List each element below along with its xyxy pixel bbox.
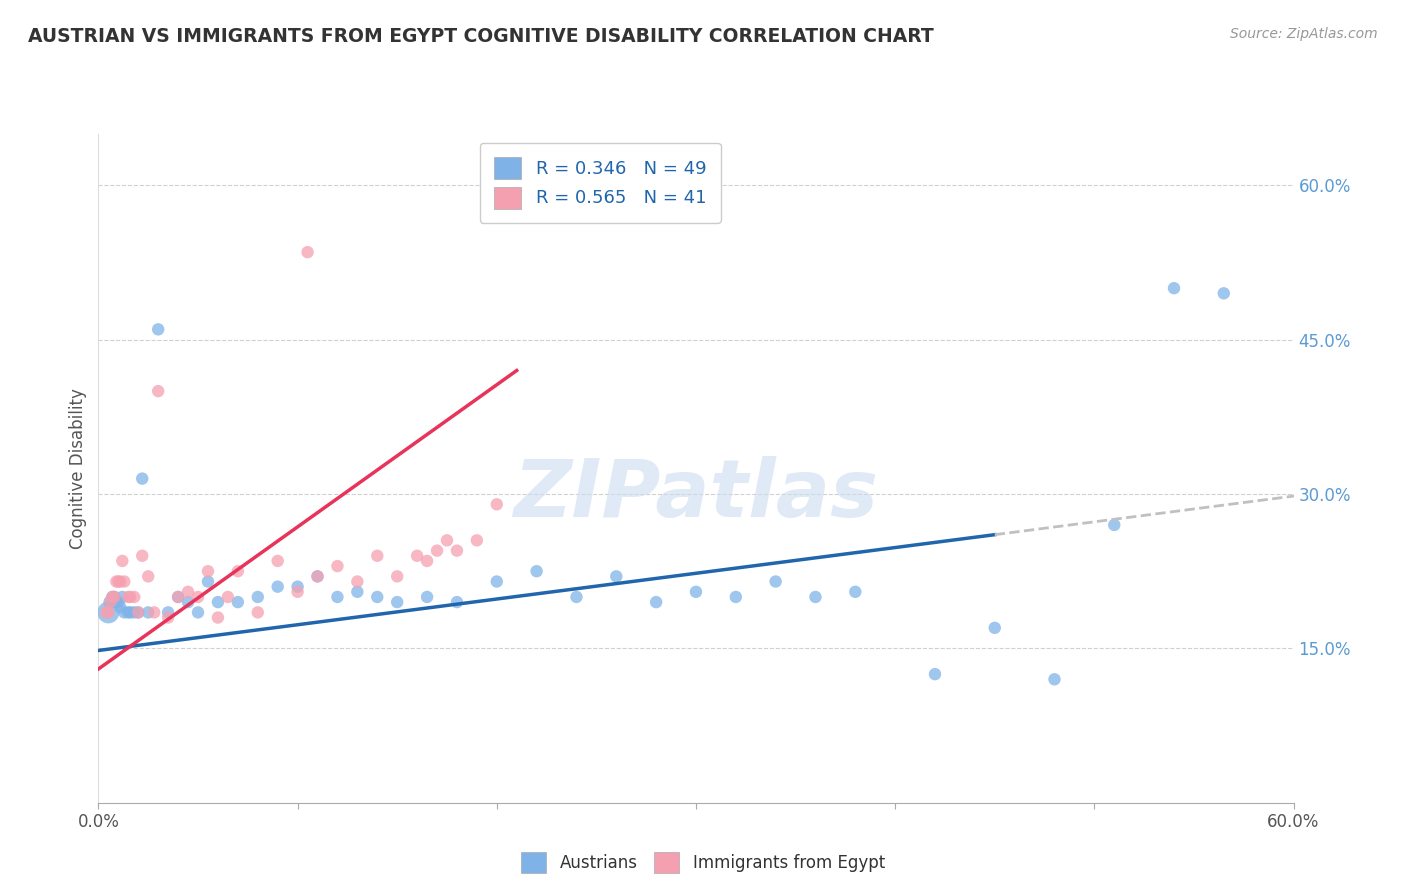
Point bbox=[148, 322, 170, 336]
Point bbox=[287, 584, 309, 599]
Point bbox=[120, 606, 142, 620]
Point bbox=[177, 584, 200, 599]
Point bbox=[217, 590, 239, 604]
Point bbox=[97, 606, 120, 620]
Point bbox=[1102, 517, 1125, 532]
Point bbox=[111, 554, 134, 568]
Point bbox=[416, 590, 439, 604]
Point bbox=[131, 549, 153, 563]
Point bbox=[124, 606, 146, 620]
Y-axis label: Cognitive Disability: Cognitive Disability bbox=[69, 388, 87, 549]
Point bbox=[177, 595, 200, 609]
Legend: R = 0.346   N = 49, R = 0.565   N = 41: R = 0.346 N = 49, R = 0.565 N = 41 bbox=[479, 143, 721, 223]
Point bbox=[226, 595, 249, 609]
Point bbox=[366, 549, 388, 563]
Point bbox=[984, 621, 1007, 635]
Point bbox=[110, 600, 132, 615]
Point bbox=[307, 569, 329, 583]
Point bbox=[385, 595, 409, 609]
Point bbox=[267, 554, 290, 568]
Point bbox=[157, 606, 180, 620]
Point bbox=[416, 554, 439, 568]
Point bbox=[1163, 281, 1185, 295]
Point bbox=[111, 590, 134, 604]
Point bbox=[124, 590, 146, 604]
Point bbox=[103, 590, 125, 604]
Point bbox=[645, 595, 668, 609]
Point bbox=[120, 590, 142, 604]
Point bbox=[287, 580, 309, 594]
Point bbox=[117, 606, 139, 620]
Point bbox=[96, 606, 118, 620]
Point bbox=[465, 533, 488, 548]
Point bbox=[207, 610, 229, 624]
Point bbox=[207, 595, 229, 609]
Legend: Austrians, Immigrants from Egypt: Austrians, Immigrants from Egypt bbox=[515, 846, 891, 880]
Point bbox=[136, 606, 159, 620]
Point bbox=[117, 590, 139, 604]
Point bbox=[143, 606, 166, 620]
Point bbox=[107, 574, 129, 589]
Point bbox=[297, 245, 319, 260]
Point bbox=[97, 606, 120, 620]
Point bbox=[187, 590, 209, 604]
Point bbox=[485, 497, 508, 511]
Point bbox=[446, 543, 468, 558]
Point bbox=[436, 533, 458, 548]
Point bbox=[127, 606, 149, 620]
Point bbox=[105, 595, 128, 609]
Point bbox=[101, 590, 124, 604]
Point bbox=[103, 590, 125, 604]
Point bbox=[765, 574, 787, 589]
Point bbox=[100, 595, 122, 609]
Point bbox=[148, 384, 170, 398]
Point bbox=[112, 606, 135, 620]
Point bbox=[167, 590, 190, 604]
Point bbox=[446, 595, 468, 609]
Point bbox=[326, 559, 349, 574]
Point bbox=[226, 564, 249, 578]
Point bbox=[110, 574, 132, 589]
Point bbox=[112, 574, 135, 589]
Point bbox=[246, 590, 269, 604]
Point bbox=[1212, 286, 1234, 301]
Point bbox=[685, 584, 707, 599]
Point bbox=[366, 590, 388, 604]
Point bbox=[426, 543, 449, 558]
Point bbox=[385, 569, 409, 583]
Point bbox=[844, 584, 866, 599]
Text: AUSTRIAN VS IMMIGRANTS FROM EGYPT COGNITIVE DISABILITY CORRELATION CHART: AUSTRIAN VS IMMIGRANTS FROM EGYPT COGNIT… bbox=[28, 27, 934, 45]
Point bbox=[605, 569, 627, 583]
Point bbox=[307, 569, 329, 583]
Point bbox=[157, 610, 180, 624]
Point bbox=[105, 574, 128, 589]
Point bbox=[804, 590, 827, 604]
Point bbox=[101, 590, 124, 604]
Point bbox=[187, 606, 209, 620]
Point bbox=[100, 595, 122, 609]
Point bbox=[346, 574, 368, 589]
Point bbox=[136, 569, 159, 583]
Point bbox=[1043, 673, 1066, 687]
Point bbox=[526, 564, 548, 578]
Point bbox=[267, 580, 290, 594]
Text: ZIPatlas: ZIPatlas bbox=[513, 456, 879, 534]
Point bbox=[924, 667, 946, 681]
Point bbox=[127, 606, 149, 620]
Point bbox=[197, 574, 219, 589]
Point bbox=[485, 574, 508, 589]
Point bbox=[131, 472, 153, 486]
Point bbox=[724, 590, 747, 604]
Point bbox=[107, 595, 129, 609]
Text: Source: ZipAtlas.com: Source: ZipAtlas.com bbox=[1230, 27, 1378, 41]
Point bbox=[197, 564, 219, 578]
Point bbox=[406, 549, 429, 563]
Point bbox=[246, 606, 269, 620]
Point bbox=[346, 584, 368, 599]
Point bbox=[167, 590, 190, 604]
Point bbox=[326, 590, 349, 604]
Point bbox=[565, 590, 588, 604]
